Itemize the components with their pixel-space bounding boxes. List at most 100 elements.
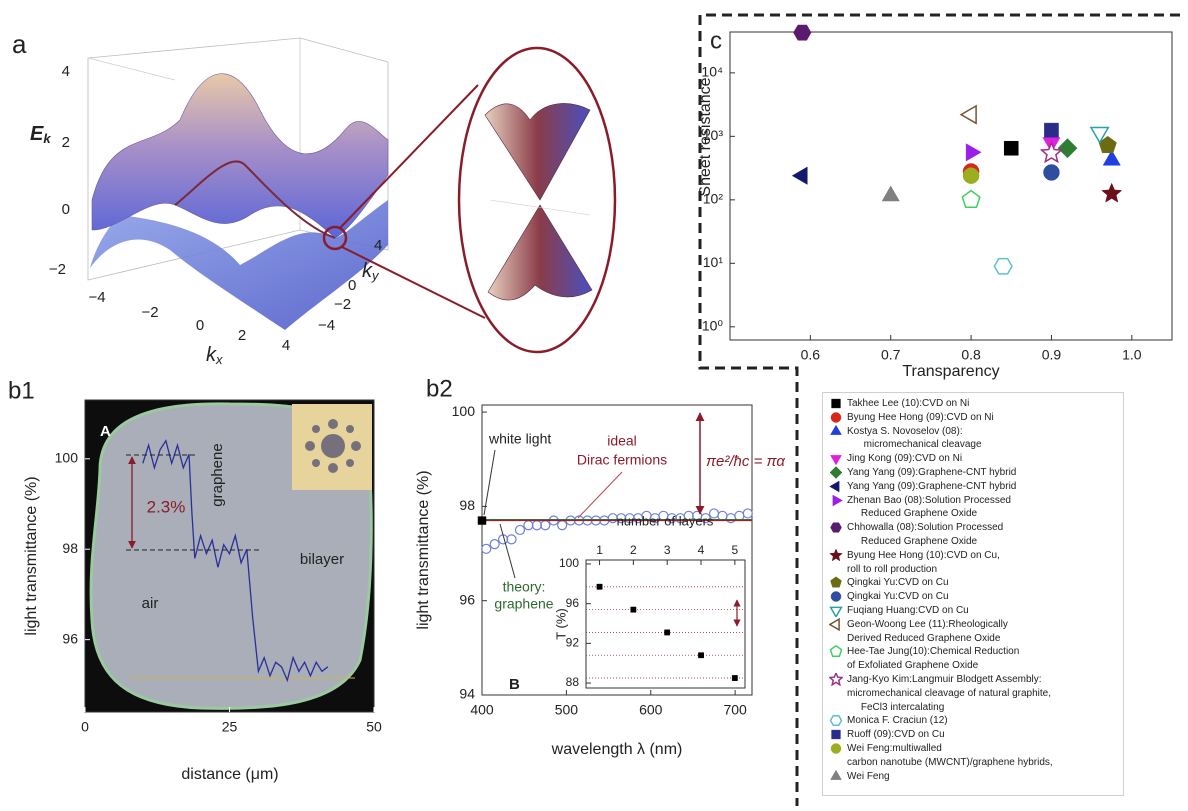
marker bbox=[482, 544, 491, 553]
axis-label-sub: x bbox=[215, 352, 223, 367]
legend-label: Geon-Woong Lee (11):Rheologically Derive… bbox=[847, 618, 1008, 646]
legend-marker bbox=[829, 452, 843, 465]
annotation: B bbox=[509, 676, 520, 693]
marker bbox=[1044, 123, 1058, 137]
x-tick-label: 1 bbox=[596, 543, 603, 557]
x-tick-label: 5 bbox=[732, 543, 739, 557]
x-tick-label: 1.0 bbox=[1122, 347, 1142, 363]
marker bbox=[961, 106, 976, 123]
y-axis-label: light transmittance (%) bbox=[415, 470, 432, 629]
marker bbox=[507, 535, 516, 544]
legend-entry: Wei Feng:multiwalled carbon nanotube (MW… bbox=[829, 742, 1119, 770]
inset-hole bbox=[312, 459, 320, 467]
marker bbox=[794, 25, 812, 40]
marker bbox=[541, 521, 550, 530]
legend-entry: Monica F. Craciun (12) bbox=[829, 714, 1119, 728]
inset-hole bbox=[312, 425, 320, 433]
marker bbox=[833, 495, 842, 506]
marker bbox=[831, 425, 842, 434]
axis-label-main: E bbox=[30, 123, 44, 145]
y-axis-label: Sheet resistance bbox=[697, 77, 714, 196]
legend-marker bbox=[829, 728, 843, 741]
annotation: πe²/ħc = πα bbox=[706, 453, 785, 470]
marker bbox=[665, 630, 670, 635]
marker bbox=[792, 167, 807, 184]
leader bbox=[484, 450, 495, 515]
legend-entry: Jing Kong (09):CVD on Ni bbox=[829, 452, 1119, 466]
legend-entry: Yang Yang (09):Graphene-CNT hybrid bbox=[829, 480, 1119, 494]
legend-marker bbox=[829, 494, 843, 507]
legend-entry: Hee-Tae Jung(10):Chemical Reduction of E… bbox=[829, 645, 1119, 673]
marker bbox=[831, 716, 842, 726]
marker bbox=[597, 584, 602, 589]
annotation: 2.3% bbox=[147, 497, 186, 516]
tick-label: −2 bbox=[49, 261, 66, 278]
y-axis-label: light transmittance (%) bbox=[23, 476, 40, 635]
legend-entry: Takhee Lee (10):CVD on Ni bbox=[829, 397, 1119, 411]
marker bbox=[963, 168, 979, 184]
x-axis-label: number of layers bbox=[617, 513, 714, 528]
leader bbox=[500, 524, 515, 578]
marker bbox=[831, 770, 842, 779]
marker bbox=[830, 481, 839, 492]
inset-hole bbox=[305, 441, 315, 451]
x-axis-label: distance (μm) bbox=[181, 766, 278, 783]
legend-marker bbox=[829, 673, 843, 686]
legend-label: Hee-Tae Jung(10):Chemical Reduction of E… bbox=[847, 645, 1019, 673]
tick-label: 4 bbox=[374, 237, 382, 254]
legend-entry: Geon-Woong Lee (11):Rheologically Derive… bbox=[829, 618, 1119, 646]
x-tick-label: 700 bbox=[723, 702, 747, 718]
marker bbox=[1043, 164, 1059, 180]
x-tick-label: 0.6 bbox=[801, 347, 821, 363]
y-tick-label: 98 bbox=[62, 540, 78, 556]
marker bbox=[743, 509, 752, 518]
legend-label: Byung Hee Hong (10):CVD on Cu, roll to r… bbox=[847, 549, 1000, 577]
y-tick-label: 98 bbox=[459, 497, 475, 513]
tick-label: 0 bbox=[62, 201, 70, 218]
marker bbox=[478, 517, 486, 525]
x-axis-label: wavelength λ (nm) bbox=[551, 741, 683, 758]
plot-frame bbox=[730, 32, 1172, 340]
legend-label: Wei Feng:multiwalled carbon nanotube (MW… bbox=[847, 742, 1053, 770]
legend-marker bbox=[829, 714, 843, 727]
marker bbox=[532, 521, 541, 530]
x-tick-label: 0.8 bbox=[961, 347, 981, 363]
y-tick-label: 88 bbox=[566, 675, 580, 689]
annotation: ideal bbox=[607, 433, 637, 449]
marker bbox=[698, 653, 703, 658]
marker bbox=[832, 730, 841, 739]
y-tick-label: 10⁰ bbox=[702, 318, 724, 334]
legend-label: Wei Feng bbox=[847, 770, 890, 784]
marker bbox=[515, 525, 524, 534]
axis-label: kx bbox=[206, 344, 223, 367]
annotation: air bbox=[142, 595, 159, 612]
x-tick-label: 50 bbox=[366, 719, 382, 735]
legend-marker bbox=[829, 742, 843, 755]
legend-marker bbox=[829, 604, 843, 617]
legend-entry: Qingkai Yu:CVD on Cu bbox=[829, 590, 1119, 604]
legend-entry: Jang-Kyo Kim:Langmuir Blodgett Assembly:… bbox=[829, 673, 1119, 714]
legend-label: Qingkai Yu:CVD on Cu bbox=[847, 590, 949, 604]
tick-label: 2 bbox=[62, 134, 70, 151]
tick-label: −4 bbox=[88, 289, 105, 306]
legend-label: Yang Yang (09):Graphene-CNT hybrid bbox=[847, 480, 1016, 494]
marker bbox=[831, 607, 842, 616]
x-tick-label: 2 bbox=[630, 543, 637, 557]
legend-entry: Chhowalla (08):Solution Processed Reduce… bbox=[829, 521, 1119, 549]
annotation: Dirac fermions bbox=[577, 452, 667, 468]
legend-marker bbox=[829, 645, 843, 658]
tick-label: −2 bbox=[334, 296, 351, 313]
marker bbox=[830, 466, 842, 478]
legend-marker bbox=[829, 480, 843, 493]
marker bbox=[830, 549, 842, 561]
marker bbox=[966, 144, 981, 161]
x-tick-label: 4 bbox=[698, 543, 705, 557]
axis-label-sub: y bbox=[371, 268, 380, 283]
marker bbox=[831, 577, 842, 587]
annotation: theory: bbox=[503, 579, 546, 595]
marker bbox=[726, 514, 735, 523]
legend-label: Qingkai Yu:CVD on Cu bbox=[847, 576, 949, 590]
legend-label: Kostya S. Novoselov (08): micromechanica… bbox=[847, 425, 982, 453]
marker bbox=[994, 259, 1012, 274]
legend-entry: Yang Yang (09):Graphene-CNT hybrid bbox=[829, 466, 1119, 480]
